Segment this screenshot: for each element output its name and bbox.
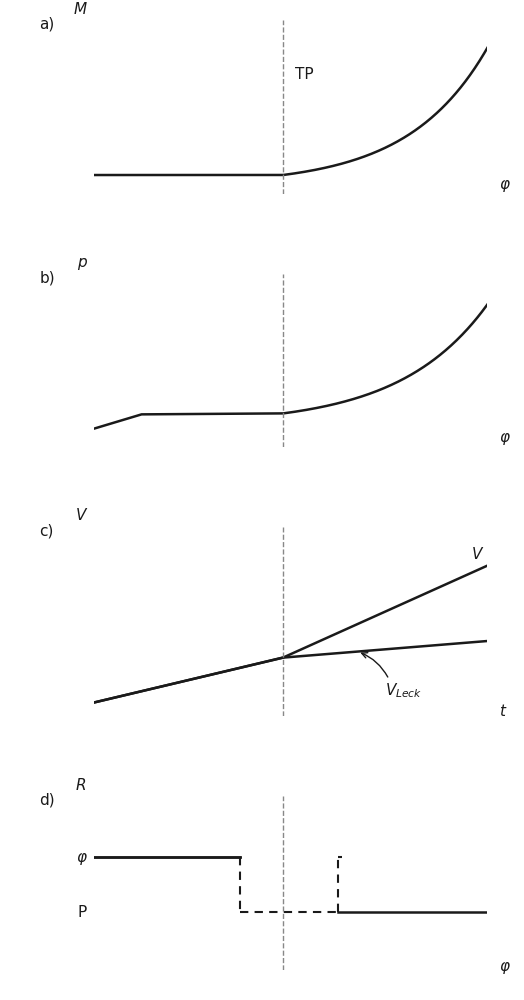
Text: p: p <box>77 255 86 270</box>
Text: R: R <box>76 778 86 793</box>
Text: $V_{Leck}$: $V_{Leck}$ <box>385 681 422 700</box>
Text: b): b) <box>39 270 55 285</box>
Text: V: V <box>472 547 482 562</box>
Text: V: V <box>76 508 86 523</box>
Text: d): d) <box>39 793 55 808</box>
Text: φ: φ <box>499 430 509 445</box>
Text: P: P <box>77 905 86 920</box>
Text: TP: TP <box>294 67 313 82</box>
Text: c): c) <box>39 523 53 538</box>
Text: t: t <box>499 704 505 719</box>
Text: M: M <box>73 2 86 17</box>
Text: φ: φ <box>499 959 509 974</box>
Text: a): a) <box>39 17 54 32</box>
Text: φ: φ <box>77 850 86 865</box>
Text: φ: φ <box>499 177 509 192</box>
